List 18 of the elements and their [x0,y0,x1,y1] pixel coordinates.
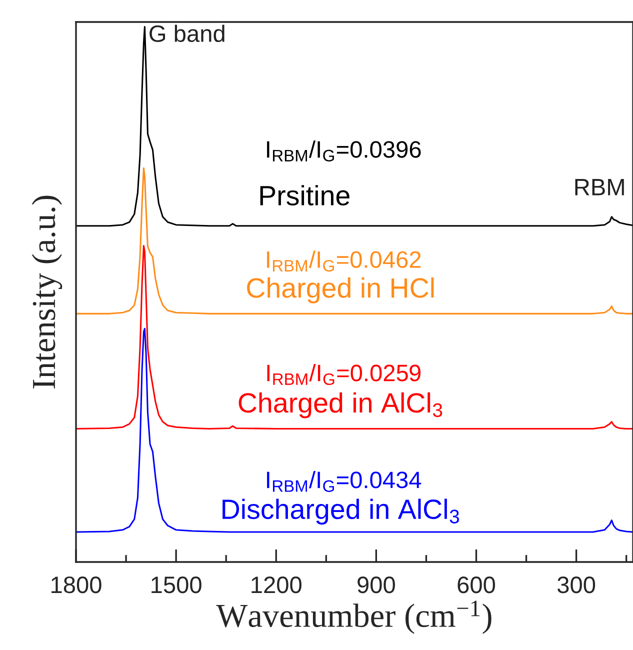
x-tick-label: 300 [558,576,596,594]
x-tick-label: 1200 [252,576,302,594]
annotation: I$_{RBM}$/I$_{G}$=0.0396 [267,140,421,162]
x-tick-label: 600 [458,576,496,594]
series-label: Charged in HCl [247,277,434,304]
x-tick-label: 1800 [52,576,102,594]
series-label: Discharged in AlCl$_{3}$ [222,498,459,525]
x-tick-label: 900 [358,576,395,594]
annotation: G band [150,24,224,42]
series-label: Charged in AlCl$_{3}$ [238,392,442,418]
annotation: I$_{RBM}$/I$_{G}$=0.0434 [267,470,422,492]
x-tick-label: 1500 [152,576,202,594]
series-label: Prsitine [260,185,350,206]
annotation: I$_{RBM}$/I$_{G}$=0.0259 [267,364,421,386]
annotation: I$_{RBM}$/I$_{G}$=0.0462 [267,250,421,272]
annotation: RBM [575,179,624,196]
x-axis-title: Wavenumber (cm$^{−1}$) [216,600,492,634]
y-axis-title: Intensity (a.u.) [32,196,62,388]
